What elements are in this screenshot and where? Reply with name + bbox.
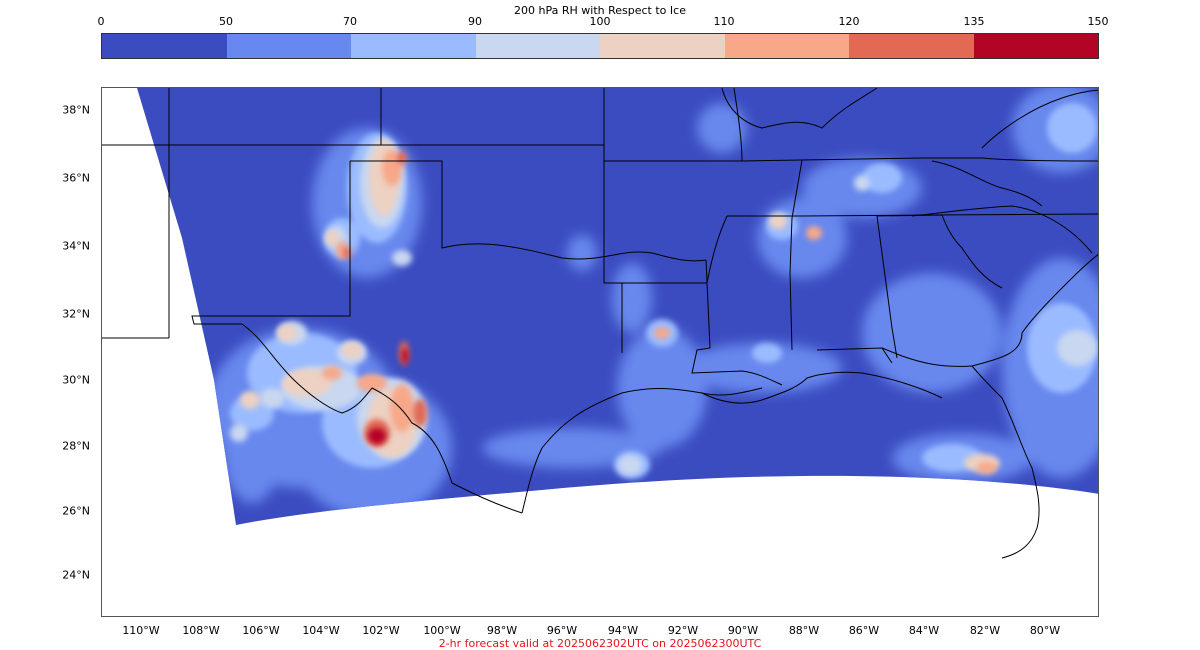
colorbar-tick: 70: [343, 15, 357, 28]
lon-label: 86°W: [848, 624, 880, 637]
colorbar-segment-3: [475, 34, 600, 58]
colorbar-tick: 0: [97, 15, 105, 28]
lat-label: 24°N: [62, 568, 90, 582]
colorbar-segment-2: [351, 34, 476, 58]
forecast-valid-caption: 2-hr forecast valid at 2025062302UTC on …: [438, 637, 762, 650]
lat-label: 26°N: [62, 504, 90, 518]
lon-label: 88°W: [788, 624, 820, 637]
lon-label: 94°W: [607, 624, 639, 637]
colorbar-segment-6: [849, 34, 974, 58]
rh-contours: [207, 88, 1098, 518]
colorbar-tick: 120: [838, 15, 860, 28]
colorbar-segment-0: [102, 34, 227, 58]
colorbar-segment-1: [226, 34, 351, 58]
lon-label: 82°W: [969, 624, 1001, 637]
colorbar-tick: 100: [589, 15, 611, 28]
lat-label: 32°N: [62, 307, 90, 321]
lon-label: 102°W: [362, 624, 400, 637]
lat-label: 28°N: [62, 439, 90, 453]
lat-label: 36°N: [62, 171, 90, 185]
state-borders: [102, 88, 1098, 559]
lat-label: 38°N: [62, 103, 90, 117]
lon-label: 96°W: [546, 624, 578, 637]
lat-label: 30°N: [62, 373, 90, 387]
colorbar: [101, 33, 1099, 59]
colorbar-tick: 50: [219, 15, 233, 28]
map-canvas: [102, 88, 1098, 559]
colorbar-tick: 135: [963, 15, 985, 28]
colorbar-tick: 110: [713, 15, 735, 28]
lon-label: 108°W: [182, 624, 220, 637]
lon-label: 90°W: [727, 624, 759, 637]
map-panel[interactable]: [101, 87, 1099, 617]
colorbar-tick: 150: [1087, 15, 1109, 28]
lon-label: 104°W: [302, 624, 340, 637]
colorbar-segment-4: [600, 34, 725, 58]
lon-label: 80°W: [1029, 624, 1061, 637]
lon-label: 100°W: [423, 624, 461, 637]
colorbar-title: 200 hPa RH with Respect to Ice: [514, 4, 686, 17]
lon-label: 98°W: [486, 624, 518, 637]
lon-label: 84°W: [908, 624, 940, 637]
colorbar-segment-5: [724, 34, 849, 58]
colorbar-segment-7: [973, 34, 1098, 58]
lon-label: 106°W: [242, 624, 280, 637]
lat-label: 34°N: [62, 239, 90, 253]
lon-label: 92°W: [667, 624, 699, 637]
colorbar-tick: 90: [468, 15, 482, 28]
lon-label: 110°W: [122, 624, 160, 637]
